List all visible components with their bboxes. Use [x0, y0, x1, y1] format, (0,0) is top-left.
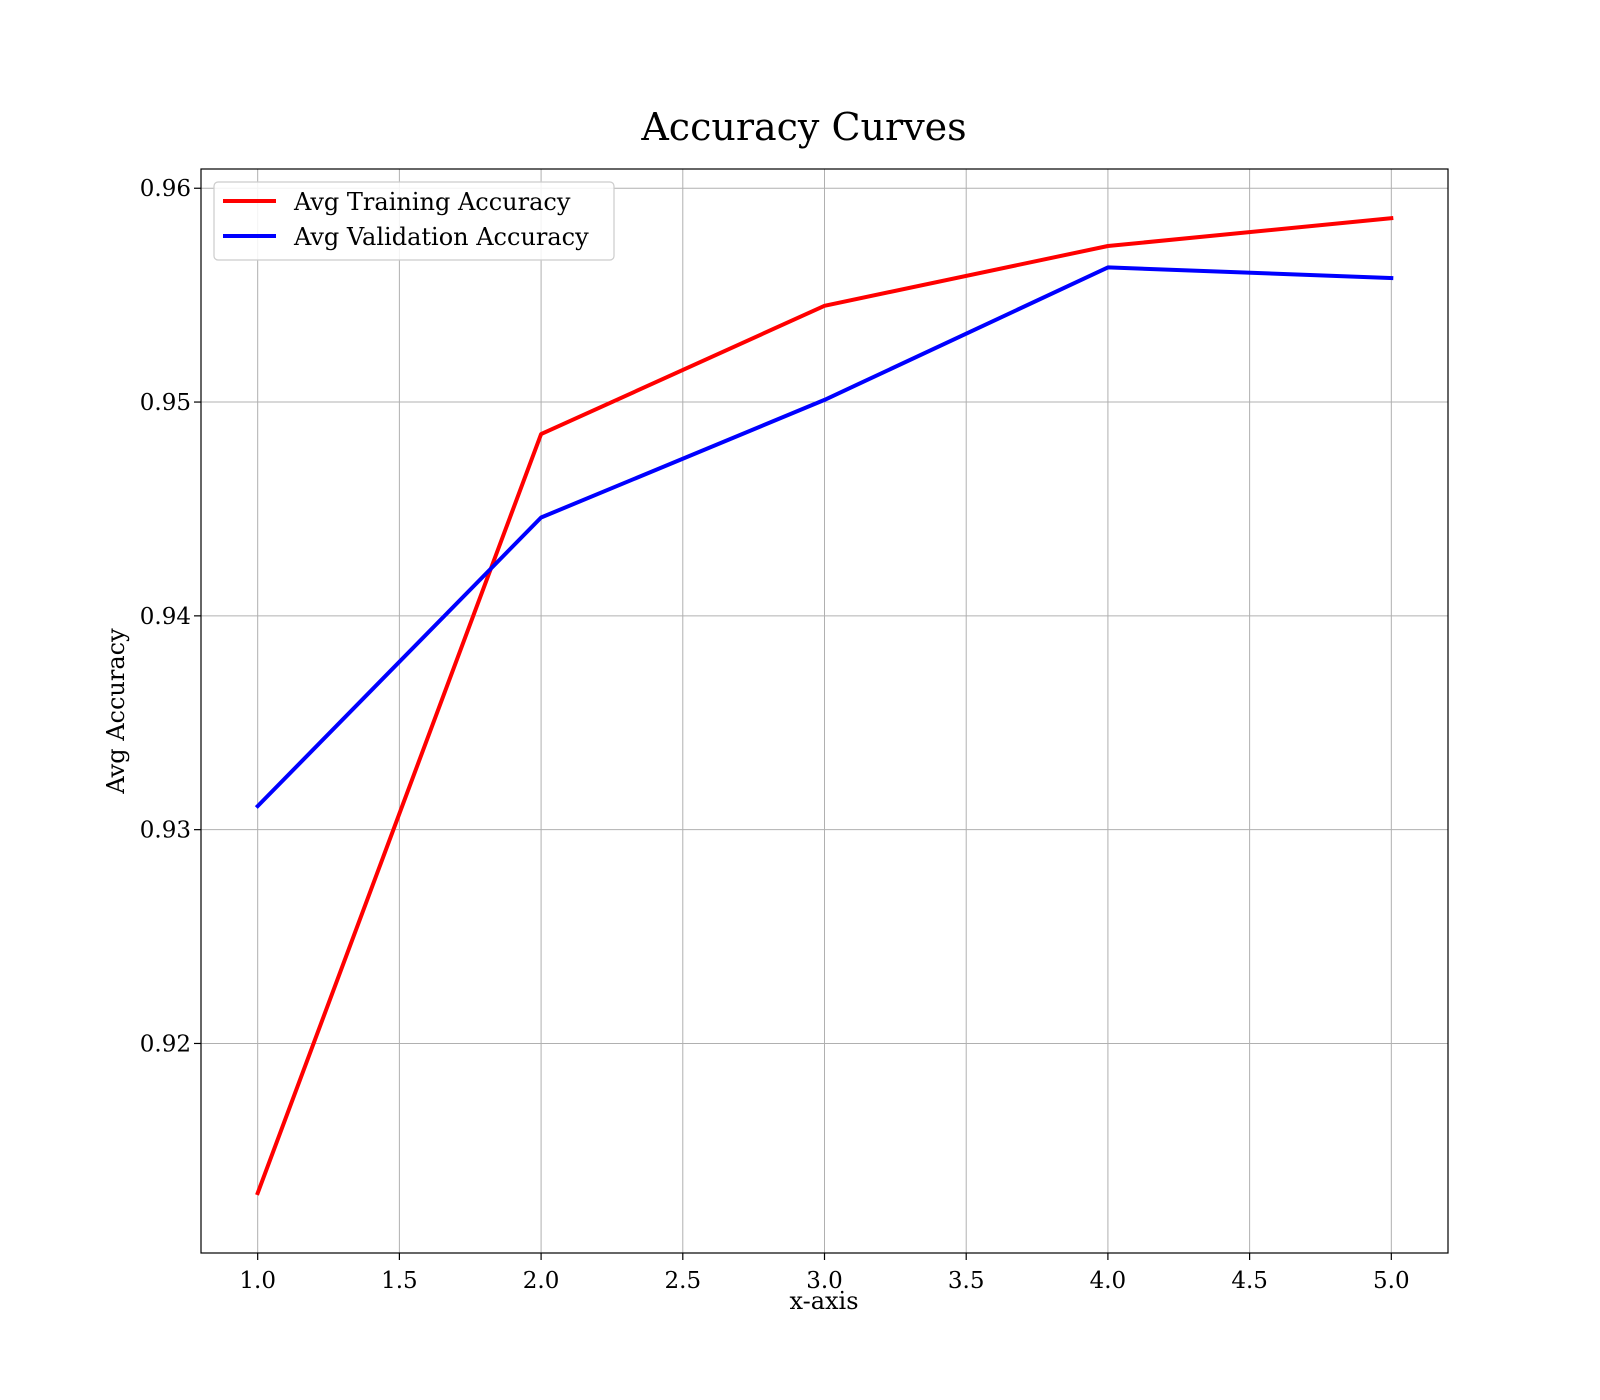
series-line-validation [254, 265, 1394, 809]
legend-label-training: Avg Training Accuracy [293, 188, 571, 216]
x-tick-label: 4.0 [1090, 1268, 1127, 1294]
series-lines [254, 216, 1394, 1196]
legend-box [213, 181, 615, 261]
x-axis-label: x-axis [789, 1287, 858, 1315]
x-tick-label: 4.5 [1231, 1268, 1268, 1294]
x-tick-label: 3.0 [806, 1268, 843, 1294]
y-tick-label: 0.93 [140, 818, 191, 844]
y-tick-label: 0.94 [140, 604, 191, 630]
x-tick-label: 1.0 [239, 1268, 276, 1294]
x-tick-label: 2.5 [665, 1268, 702, 1294]
series-line-training [255, 216, 1394, 1196]
y-axis-label: Avg Accuracy [102, 628, 130, 795]
chart-title: Accuracy Curves [640, 105, 966, 149]
y-tick-label: 0.95 [140, 390, 191, 416]
legend-label-validation: Avg Validation Accuracy [293, 223, 589, 251]
grid-lines [201, 169, 1448, 1253]
x-tick-label: 3.5 [948, 1268, 985, 1294]
y-tick-label: 0.96 [140, 176, 191, 202]
x-axis-ticks: 1.0 1.5 2.0 2.5 3.0 3.5 4.0 4.5 5.0 [239, 1253, 1410, 1294]
x-tick-label: 5.0 [1373, 1268, 1410, 1294]
x-tick-label: 1.5 [381, 1268, 418, 1294]
y-tick-label: 0.92 [140, 1031, 191, 1057]
legend: Avg Training Accuracy Avg Validation Acc… [213, 181, 615, 261]
y-axis-ticks: 0.92 0.93 0.94 0.95 0.96 [140, 176, 201, 1057]
x-tick-label: 2.0 [523, 1268, 560, 1294]
